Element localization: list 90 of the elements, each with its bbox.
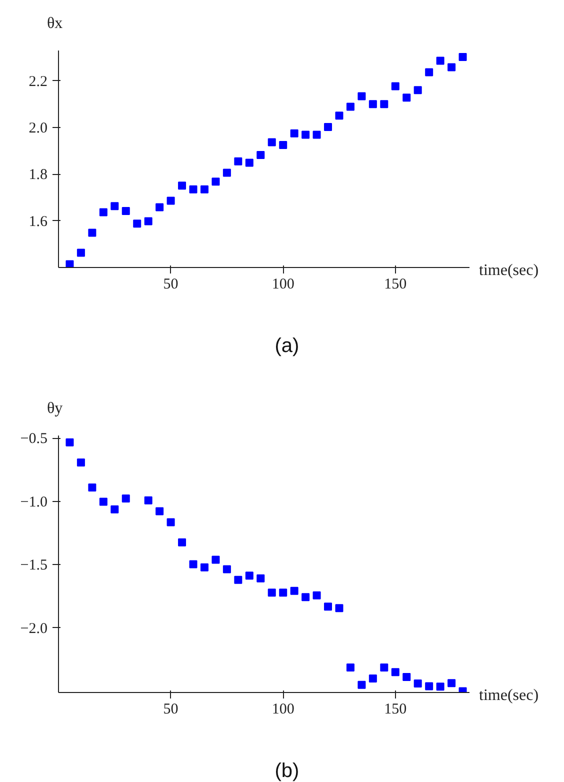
point bbox=[414, 86, 422, 94]
x-tick-label: 50 bbox=[163, 276, 178, 292]
point bbox=[290, 129, 298, 138]
point bbox=[302, 593, 310, 602]
point bbox=[166, 196, 175, 205]
point bbox=[234, 576, 242, 584]
point bbox=[346, 102, 354, 111]
point bbox=[189, 560, 198, 568]
point bbox=[391, 82, 400, 90]
y-axis-title: θx bbox=[47, 14, 63, 34]
point bbox=[436, 682, 444, 691]
point bbox=[324, 602, 332, 611]
point bbox=[88, 484, 96, 492]
point bbox=[391, 668, 400, 676]
point bbox=[222, 168, 231, 177]
point bbox=[122, 207, 130, 216]
y-tick-label: −1.0 bbox=[20, 494, 48, 510]
point bbox=[335, 604, 344, 612]
point bbox=[189, 185, 198, 194]
point bbox=[122, 494, 130, 503]
point bbox=[200, 185, 208, 194]
point bbox=[76, 458, 85, 466]
point bbox=[312, 591, 321, 600]
point bbox=[76, 248, 85, 257]
point bbox=[245, 158, 254, 167]
point bbox=[156, 203, 164, 212]
x-tick-label: 150 bbox=[384, 276, 407, 292]
point bbox=[268, 588, 276, 597]
point bbox=[256, 151, 265, 160]
y-tick-label: 1.6 bbox=[28, 214, 48, 230]
text: (a) bbox=[274, 334, 300, 359]
point bbox=[133, 220, 142, 228]
point bbox=[380, 664, 388, 672]
point bbox=[178, 182, 186, 190]
point bbox=[268, 138, 276, 146]
point bbox=[234, 157, 242, 166]
y-axis-title: θy bbox=[47, 399, 63, 419]
point bbox=[110, 202, 119, 210]
point bbox=[156, 507, 164, 516]
point bbox=[144, 496, 152, 504]
point bbox=[302, 130, 310, 139]
x-axis-title: time(sec) bbox=[479, 686, 539, 706]
point bbox=[368, 100, 377, 108]
point bbox=[222, 565, 231, 574]
text: (b) bbox=[274, 759, 300, 782]
point bbox=[66, 438, 74, 446]
point bbox=[99, 498, 108, 506]
point bbox=[66, 260, 74, 268]
point bbox=[346, 664, 354, 672]
y-tick-label: −0.5 bbox=[20, 431, 48, 448]
point bbox=[402, 94, 411, 102]
point bbox=[448, 679, 456, 688]
y-tick-label: 2.2 bbox=[28, 74, 48, 90]
point bbox=[256, 574, 265, 582]
point bbox=[358, 680, 366, 689]
x-tick-label: 100 bbox=[272, 276, 294, 292]
point bbox=[436, 56, 444, 65]
point bbox=[425, 68, 434, 76]
point bbox=[414, 680, 422, 688]
point bbox=[200, 563, 208, 572]
x-axis-title: time(sec) bbox=[479, 261, 539, 281]
point bbox=[245, 572, 254, 580]
point bbox=[88, 228, 96, 237]
point bbox=[290, 586, 298, 595]
point bbox=[166, 518, 175, 526]
point bbox=[448, 63, 456, 72]
point bbox=[335, 112, 344, 120]
point bbox=[110, 505, 119, 514]
x-tick-label: 100 bbox=[272, 702, 294, 718]
point bbox=[99, 208, 108, 216]
y-tick-label: −2.0 bbox=[20, 620, 48, 637]
y-tick-label: −1.5 bbox=[20, 558, 48, 574]
point bbox=[212, 178, 220, 186]
point bbox=[358, 92, 366, 100]
point bbox=[324, 123, 332, 132]
point bbox=[279, 588, 288, 597]
point bbox=[144, 217, 152, 226]
point bbox=[212, 556, 220, 564]
y-tick-label: 2.0 bbox=[28, 120, 48, 136]
point bbox=[279, 141, 288, 149]
point bbox=[312, 130, 321, 139]
point bbox=[402, 673, 411, 682]
x-tick-label: 150 bbox=[384, 702, 407, 718]
y-tick-label: 1.8 bbox=[28, 167, 48, 184]
x-tick-label: 50 bbox=[163, 702, 178, 718]
point bbox=[425, 682, 434, 690]
point bbox=[458, 53, 467, 62]
point bbox=[178, 538, 186, 546]
point bbox=[368, 674, 377, 682]
point bbox=[380, 100, 388, 108]
